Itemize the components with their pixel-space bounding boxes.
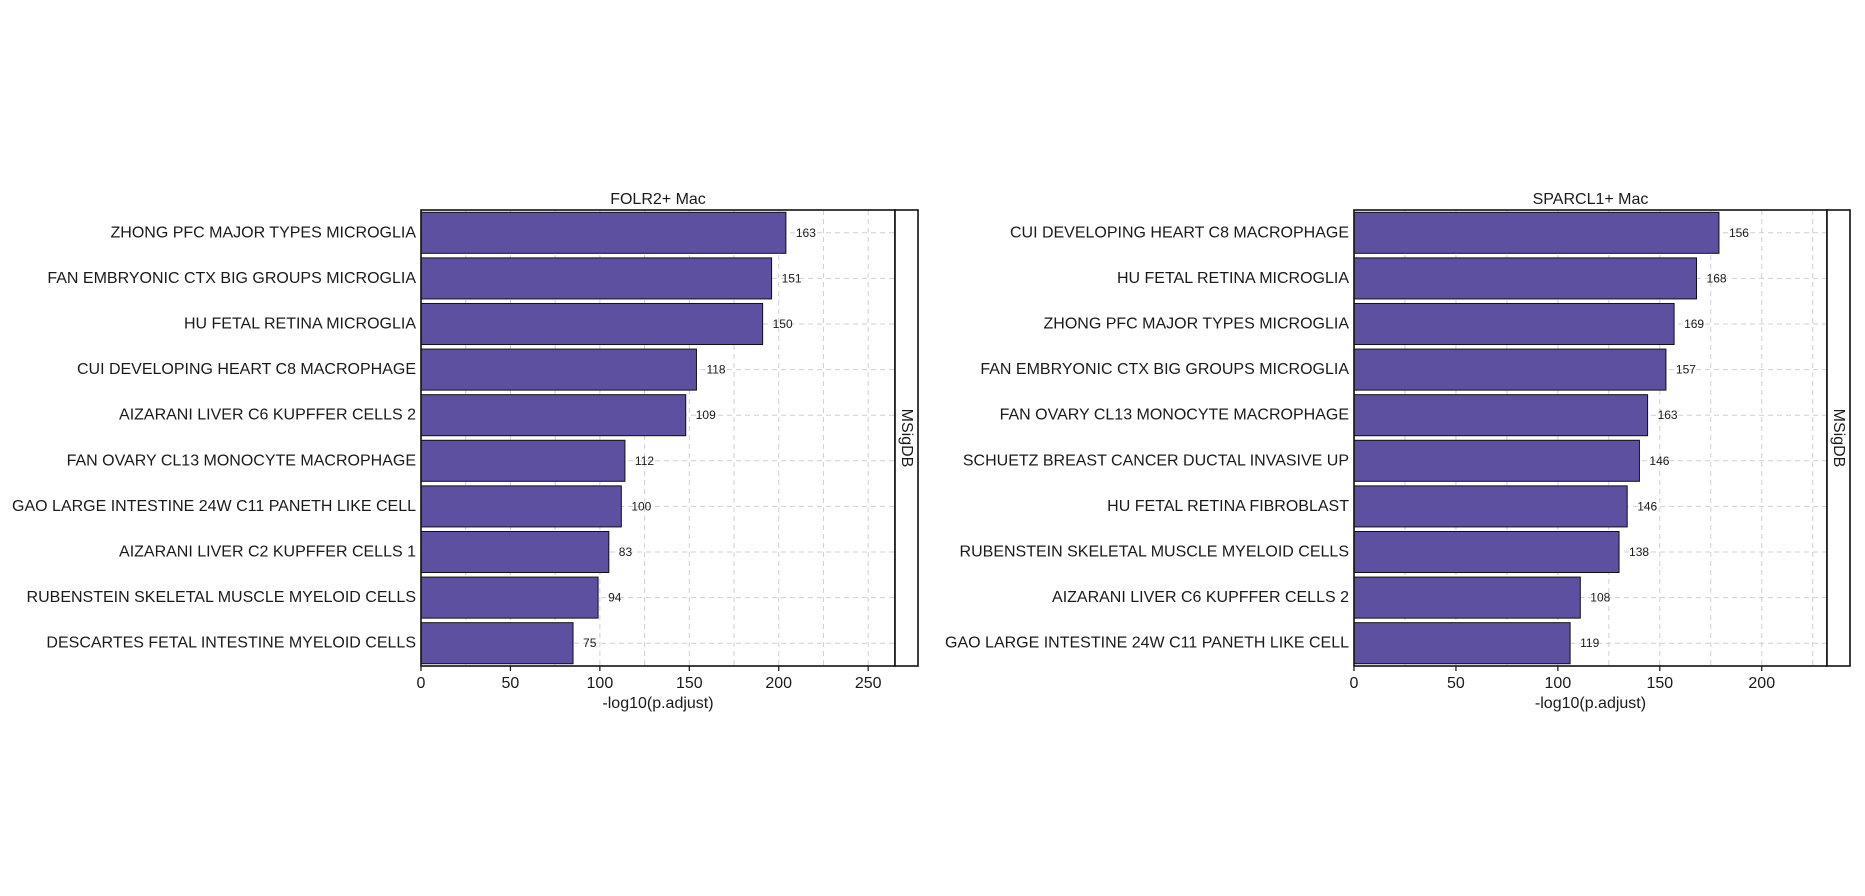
- category-label: RUBENSTEIN SKELETAL MUSCLE MYELOID CELLS: [27, 589, 416, 606]
- bar: [420, 302, 764, 346]
- data-label: 138: [1629, 545, 1649, 559]
- data-label: 163: [1658, 408, 1678, 422]
- bar: [1353, 257, 1698, 300]
- data-label: 83: [619, 545, 633, 559]
- data-label: 108: [1590, 591, 1610, 605]
- category-label: AIZARANI LIVER C6 KUPFFER CELLS 2: [119, 407, 416, 424]
- data-label: 109: [696, 408, 716, 422]
- data-label: 75: [583, 636, 597, 650]
- category-label: AIZARANI LIVER C6 KUPFFER CELLS 2: [1052, 589, 1349, 606]
- bar: [420, 576, 599, 619]
- data-label: 119: [1580, 636, 1599, 650]
- data-label: 168: [1707, 271, 1727, 285]
- bar: [1353, 211, 1720, 254]
- bar: [420, 622, 574, 665]
- x-tick-label: 0: [417, 675, 426, 692]
- category-label: DESCARTES FETAL INTESTINE MYELOID CELLS: [46, 635, 416, 652]
- data-label: 163: [796, 226, 816, 240]
- panel-title: FOLR2+ Mac: [610, 191, 706, 208]
- category-label: SCHUETZ BREAST CANCER DUCTAL INVASIVE UP: [963, 452, 1349, 469]
- category-label: FAN EMBRYONIC CTX BIG GROUPS MICROGLIA: [47, 270, 416, 287]
- x-tick-label: 50: [1447, 675, 1465, 692]
- x-axis-title: -log10(p.adjust): [1535, 695, 1646, 712]
- category-label: FAN EMBRYONIC CTX BIG GROUPS MICROGLIA: [980, 361, 1349, 378]
- facet-strip-label: MSigDB: [898, 409, 915, 468]
- bar: [420, 211, 787, 254]
- data-label: 112: [635, 454, 654, 468]
- data-label: 94: [608, 591, 622, 605]
- x-axis-title: -log10(p.adjust): [602, 695, 713, 712]
- data-label: 151: [782, 271, 802, 285]
- bar: [1353, 439, 1640, 482]
- bar: [420, 530, 610, 574]
- x-tick-label: 100: [1545, 675, 1572, 692]
- category-label: HU FETAL RETINA MICROGLIA: [184, 316, 416, 333]
- category-label: RUBENSTEIN SKELETAL MUSCLE MYELOID CELLS: [960, 544, 1349, 561]
- bar: [1353, 394, 1649, 437]
- bar: [420, 348, 697, 391]
- x-tick-label: 250: [855, 675, 882, 692]
- category-label: GAO LARGE INTESTINE 24W C11 PANETH LIKE …: [945, 635, 1349, 652]
- x-tick-label: 50: [502, 675, 520, 692]
- category-label: ZHONG PFC MAJOR TYPES MICROGLIA: [1043, 316, 1349, 333]
- category-label: GAO LARGE INTESTINE 24W C11 PANETH LIKE …: [12, 498, 416, 515]
- x-tick-label: 200: [765, 675, 792, 692]
- data-label: 157: [1676, 363, 1696, 377]
- data-label: 156: [1729, 226, 1749, 240]
- category-label: CUI DEVELOPING HEART C8 MACROPHAGE: [77, 361, 416, 378]
- bar: [1353, 302, 1675, 346]
- bar: [1353, 485, 1628, 528]
- data-label: 146: [1649, 454, 1669, 468]
- x-tick-label: 100: [587, 675, 614, 692]
- bar: [1353, 576, 1581, 619]
- x-tick-label: 150: [1646, 675, 1673, 692]
- category-label: AIZARANI LIVER C2 KUPFFER CELLS 1: [119, 544, 416, 561]
- chart-panel-2: CUI DEVELOPING HEART C8 MACROPHAGE 156 HU …: [945, 191, 1851, 712]
- bar: [1353, 530, 1620, 574]
- facet-strip: [1826, 209, 1851, 667]
- data-label: 169: [1684, 317, 1704, 331]
- facet-strip-label: MSigDB: [1830, 409, 1847, 468]
- bar: [420, 394, 687, 437]
- data-label: 100: [631, 499, 651, 513]
- bar: [1353, 622, 1571, 665]
- category-label: FAN OVARY CL13 MONOCYTE MACROPHAGE: [1000, 407, 1349, 424]
- x-tick-label: 150: [676, 675, 703, 692]
- category-label: ZHONG PFC MAJOR TYPES MICROGLIA: [110, 224, 416, 241]
- category-label: HU FETAL RETINA MICROGLIA: [1117, 270, 1349, 287]
- bar: [420, 439, 626, 482]
- data-label: 146: [1637, 499, 1657, 513]
- panel-title: SPARCL1+ Mac: [1533, 191, 1649, 208]
- data-label: 118: [706, 363, 725, 377]
- bar: [420, 485, 622, 528]
- data-label: 150: [773, 317, 793, 331]
- category-label: CUI DEVELOPING HEART C8 MACROPHAGE: [1010, 224, 1349, 241]
- facet-strip: [894, 209, 919, 667]
- bar: [1353, 348, 1667, 391]
- category-label: FAN OVARY CL13 MONOCYTE MACROPHAGE: [67, 452, 416, 469]
- x-tick-label: 0: [1350, 675, 1359, 692]
- x-tick-label: 200: [1748, 675, 1775, 692]
- bar: [420, 257, 773, 300]
- category-label: HU FETAL RETINA FIBROBLAST: [1107, 498, 1349, 515]
- chart-panel-1: ZHONG PFC MAJOR TYPES MICROGLIA 163 FAN EM…: [12, 191, 919, 712]
